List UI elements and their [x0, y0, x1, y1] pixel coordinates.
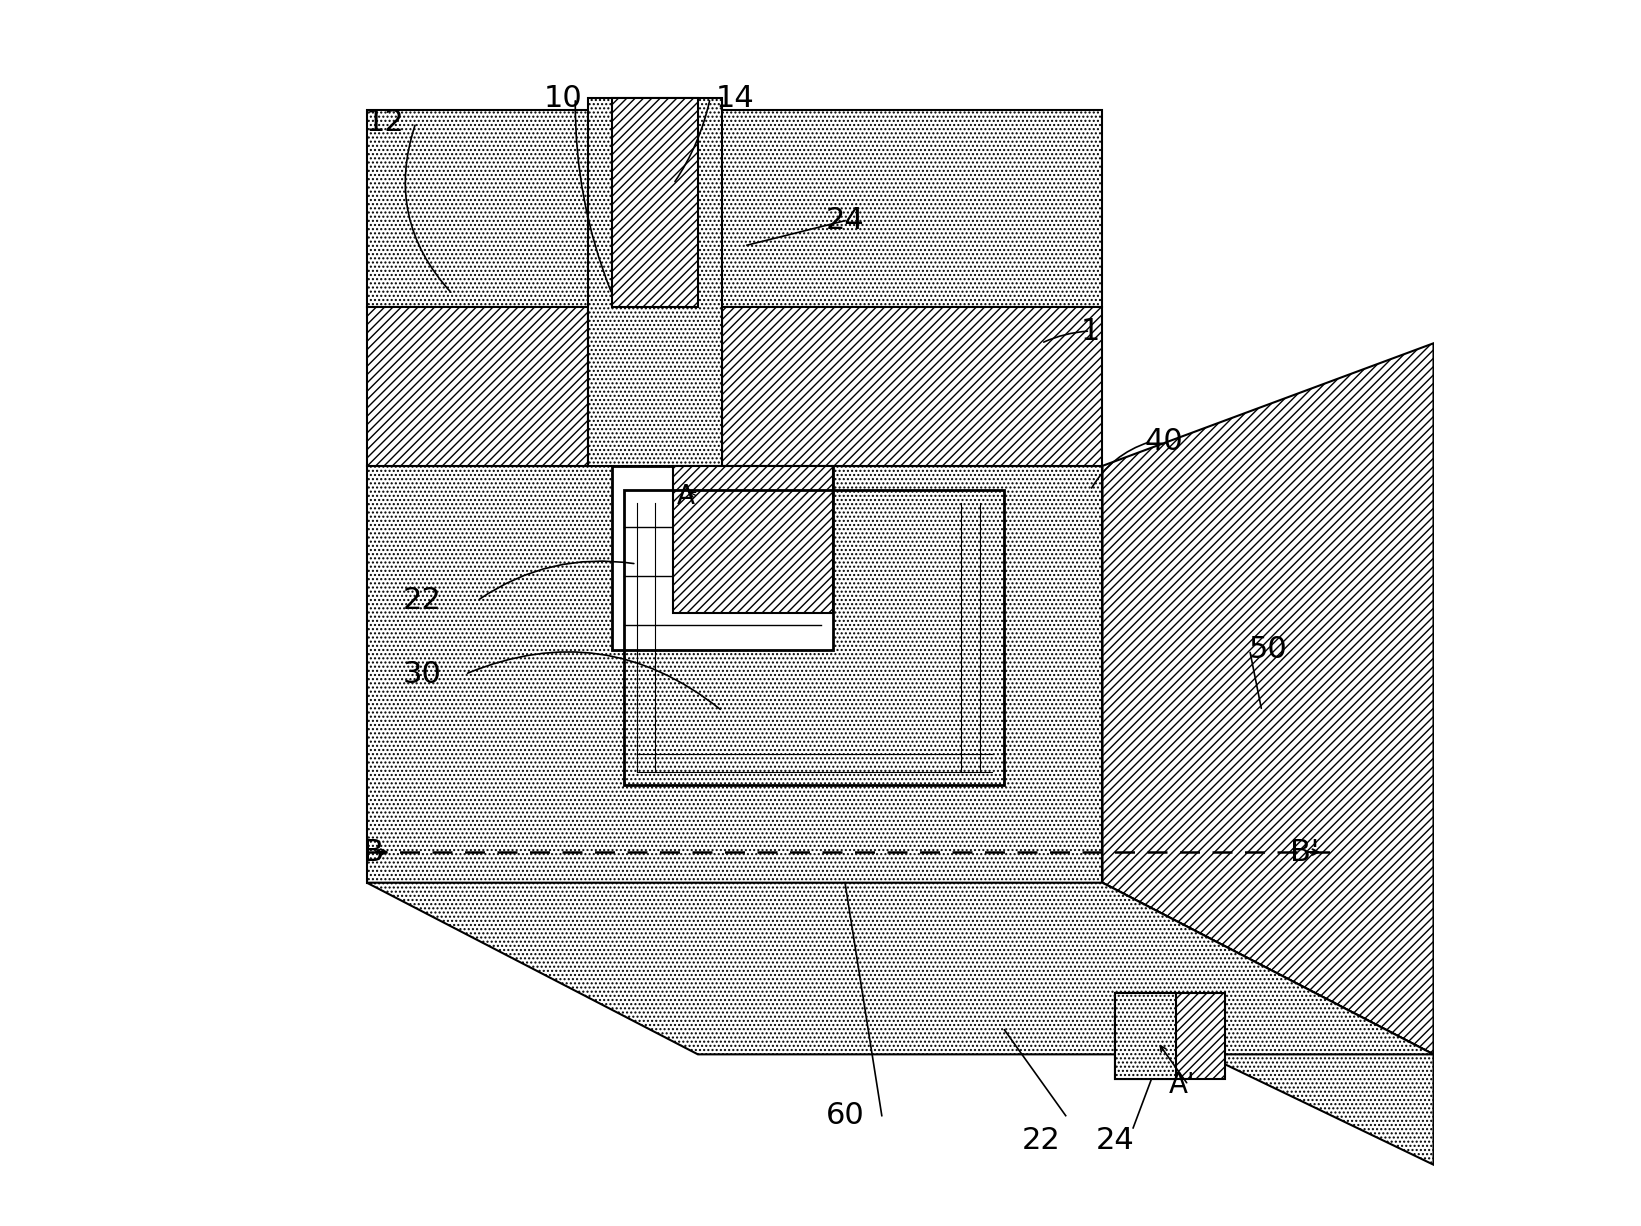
Polygon shape [368, 110, 1103, 306]
Text: 24: 24 [1095, 1125, 1134, 1155]
Text: 14: 14 [715, 83, 755, 113]
Text: 60: 60 [825, 1101, 865, 1130]
Text: 24: 24 [825, 206, 865, 235]
Polygon shape [612, 98, 697, 306]
Text: B: B [363, 837, 384, 867]
Text: A: A [676, 483, 694, 510]
Text: 1: 1 [1080, 316, 1099, 346]
Polygon shape [1103, 883, 1434, 1165]
Text: 22: 22 [402, 586, 441, 615]
Polygon shape [612, 466, 832, 650]
Polygon shape [587, 98, 722, 466]
Text: 22: 22 [1022, 1125, 1060, 1155]
Text: A': A' [1168, 1072, 1195, 1098]
Text: 12: 12 [366, 108, 405, 137]
Text: 40: 40 [1144, 427, 1183, 456]
Polygon shape [368, 466, 1103, 883]
Polygon shape [1103, 343, 1434, 1054]
Polygon shape [722, 306, 1103, 466]
Polygon shape [368, 306, 587, 466]
Polygon shape [1114, 993, 1226, 1079]
Text: 10: 10 [543, 83, 583, 113]
Text: 50: 50 [1249, 635, 1288, 664]
Polygon shape [368, 883, 1434, 1054]
Text: B': B' [1290, 837, 1319, 867]
Polygon shape [1114, 993, 1177, 1079]
Text: 30: 30 [402, 660, 441, 689]
Polygon shape [673, 466, 832, 613]
